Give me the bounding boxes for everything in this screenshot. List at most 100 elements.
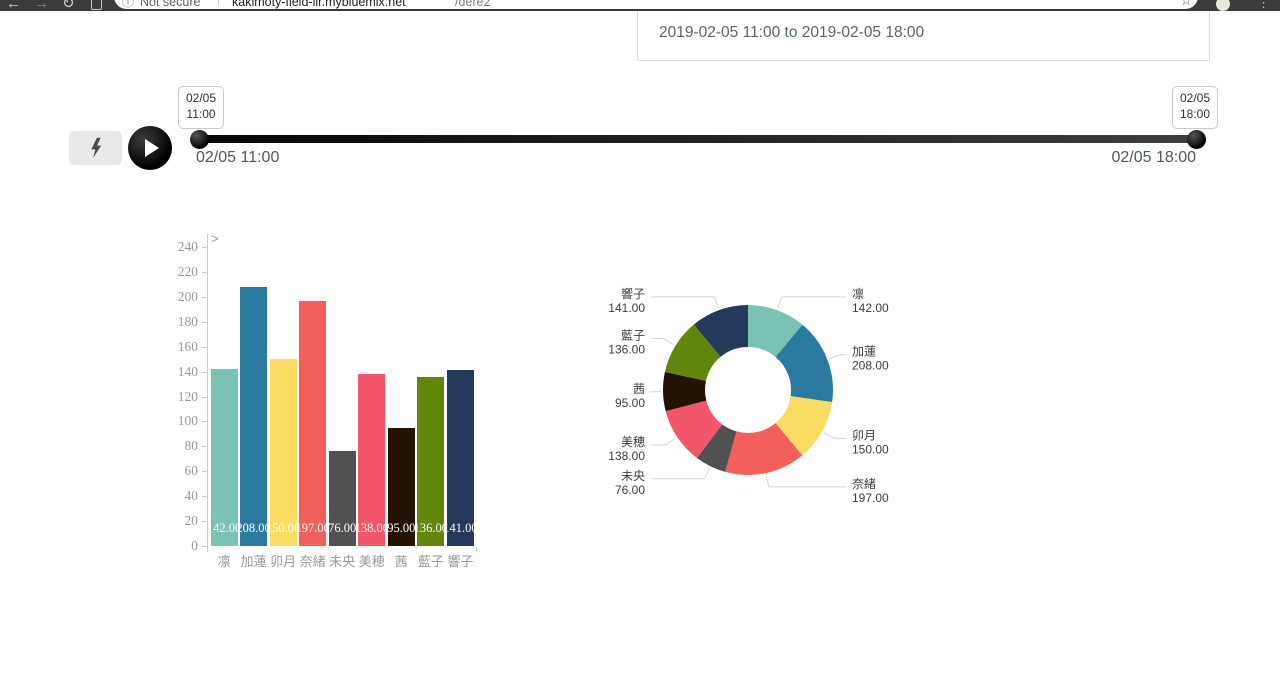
y-axis-tick bbox=[202, 371, 207, 373]
y-axis-tick-label: 140 bbox=[177, 363, 198, 379]
tooltip-date: 02/05 bbox=[185, 91, 217, 105]
pie-label-value: 197.00 bbox=[852, 491, 889, 505]
y-axis-tick bbox=[202, 496, 207, 498]
bar[interactable]: 95.00 bbox=[387, 427, 415, 546]
bookmark-star-icon[interactable]: ☆ bbox=[1180, 0, 1193, 8]
slider-end-tooltip: 02/05 18:00 bbox=[1172, 86, 1218, 129]
pie-slice[interactable] bbox=[725, 423, 803, 475]
pie-slice[interactable] bbox=[775, 324, 833, 403]
back-icon[interactable]: ← bbox=[6, 0, 21, 11]
x-axis-tick bbox=[476, 547, 478, 552]
pie-label-name: 奈緒 bbox=[852, 476, 876, 491]
profile-avatar[interactable] bbox=[1216, 0, 1230, 11]
axis-corner-marker: > bbox=[211, 231, 219, 246]
date-range-panel: 2019-02-05 11:00 to 2019-02-05 18:00 bbox=[637, 11, 1210, 61]
y-axis-tick-label: 60 bbox=[184, 463, 199, 479]
pie-label-value: 76.00 bbox=[615, 483, 645, 497]
info-icon[interactable]: ⓘ bbox=[122, 0, 135, 9]
pie-label-line bbox=[765, 474, 846, 488]
pie-slice[interactable] bbox=[693, 305, 748, 357]
x-axis-category-label: 卯月 bbox=[270, 554, 297, 569]
browser-toolbar: ← → ↻ ⓘ Not secure kakimoty-field-iir.my… bbox=[0, 0, 1280, 11]
bar[interactable]: 141.00 bbox=[446, 370, 474, 546]
bar[interactable]: 142.00 bbox=[210, 369, 238, 546]
bar-value-label: 197.00 bbox=[299, 520, 326, 535]
tooltip-date: 02/05 bbox=[1179, 91, 1211, 105]
slider-handle-end[interactable] bbox=[1187, 130, 1206, 149]
refresh-icon[interactable]: ↻ bbox=[62, 0, 75, 11]
pie-label-line bbox=[823, 432, 846, 439]
bar[interactable]: 138.00 bbox=[358, 374, 386, 546]
pie-label-name: 藍子 bbox=[621, 328, 645, 342]
bar[interactable]: 150.00 bbox=[269, 359, 297, 546]
bar[interactable]: 136.00 bbox=[417, 376, 445, 546]
timeline-slider-track[interactable] bbox=[200, 135, 1196, 143]
slider-start-label: 02/05 11:00 bbox=[196, 149, 280, 166]
date-range-text: 2019-02-05 11:00 to 2019-02-05 18:00 bbox=[659, 24, 925, 41]
pie-label-name: 美穂 bbox=[621, 435, 645, 449]
play-button[interactable] bbox=[128, 126, 172, 170]
pie-label-value: 141.00 bbox=[608, 301, 645, 315]
x-axis-category-label: 加蓮 bbox=[240, 554, 267, 569]
y-axis-tick bbox=[202, 421, 207, 423]
slider-handle-start[interactable] bbox=[190, 130, 209, 149]
flash-button[interactable] bbox=[69, 131, 122, 165]
y-axis-tick-label: 200 bbox=[177, 288, 198, 304]
home-icon[interactable] bbox=[91, 0, 102, 10]
bar-value-label: 142.00 bbox=[211, 520, 238, 535]
y-axis-tick bbox=[202, 446, 207, 448]
pie-label-line bbox=[651, 467, 710, 480]
bar[interactable]: 197.00 bbox=[299, 300, 327, 546]
x-axis-category-label: 茜 bbox=[394, 554, 408, 569]
pie-slice[interactable] bbox=[696, 424, 737, 472]
x-axis-category-label: 凛 bbox=[217, 554, 231, 569]
bar-value-label: 95.00 bbox=[387, 520, 415, 535]
url-path: /dere2 bbox=[455, 0, 491, 9]
y-axis-tick bbox=[202, 247, 207, 248]
pie-label-line bbox=[829, 354, 846, 360]
bar[interactable]: 76.00 bbox=[328, 451, 356, 546]
pie-label-name: 茜 bbox=[633, 382, 645, 396]
pie-slice[interactable] bbox=[665, 400, 723, 458]
forward-icon[interactable]: → bbox=[34, 0, 49, 11]
lightning-icon bbox=[90, 137, 101, 158]
bar-value-label: 141.00 bbox=[447, 520, 474, 535]
divider bbox=[218, 0, 219, 5]
pie-slice[interactable] bbox=[663, 371, 707, 412]
y-axis-tick bbox=[202, 346, 207, 348]
y-axis-tick-label: 220 bbox=[177, 263, 198, 279]
bar-value-label: 76.00 bbox=[328, 520, 356, 535]
slider-start-tooltip: 02/05 11:00 bbox=[178, 86, 224, 129]
pie-label-value: 138.00 bbox=[608, 449, 645, 463]
pie-label-name: 未央 bbox=[621, 469, 645, 483]
pie-label-line bbox=[777, 296, 846, 309]
x-axis-tick bbox=[207, 547, 208, 552]
x-axis-category-label: 響子 bbox=[447, 554, 474, 569]
pie-slice[interactable] bbox=[775, 396, 833, 456]
bar-value-label: 150.00 bbox=[270, 521, 297, 535]
security-label[interactable]: Not secure bbox=[140, 0, 201, 9]
y-axis-tick-label: 100 bbox=[177, 413, 198, 429]
pie-slice[interactable] bbox=[664, 324, 721, 381]
pie-slice[interactable] bbox=[748, 305, 803, 357]
pie-label-line bbox=[651, 296, 720, 309]
x-axis-category-label: 奈緒 bbox=[299, 554, 326, 569]
pie-label-line bbox=[651, 437, 676, 446]
browser-menu-icon[interactable]: ⋮ bbox=[1257, 0, 1270, 10]
tooltip-time: 11:00 bbox=[186, 107, 216, 121]
y-axis-tick-label: 40 bbox=[184, 488, 199, 504]
pie-label-name: 響子 bbox=[621, 286, 645, 301]
pie-label-value: 150.00 bbox=[852, 442, 889, 456]
pie-label-value: 136.00 bbox=[608, 342, 645, 356]
x-axis-category-label: 美穂 bbox=[358, 554, 385, 569]
y-axis-tick-label: 80 bbox=[184, 438, 199, 454]
url-host: kakimoty-field-iir.mybluemix.net bbox=[232, 0, 406, 9]
address-bar[interactable]: ⓘ Not secure kakimoty-field-iir.mybluemi… bbox=[114, 0, 1198, 9]
y-axis-tick-label: 20 bbox=[184, 513, 199, 529]
bar[interactable]: 208.00 bbox=[240, 286, 268, 546]
pie-label-value: 95.00 bbox=[615, 396, 645, 410]
y-axis-tick bbox=[202, 521, 207, 523]
tooltip-time: 18:00 bbox=[1179, 107, 1211, 121]
bar-value-label: 138.00 bbox=[358, 520, 385, 535]
